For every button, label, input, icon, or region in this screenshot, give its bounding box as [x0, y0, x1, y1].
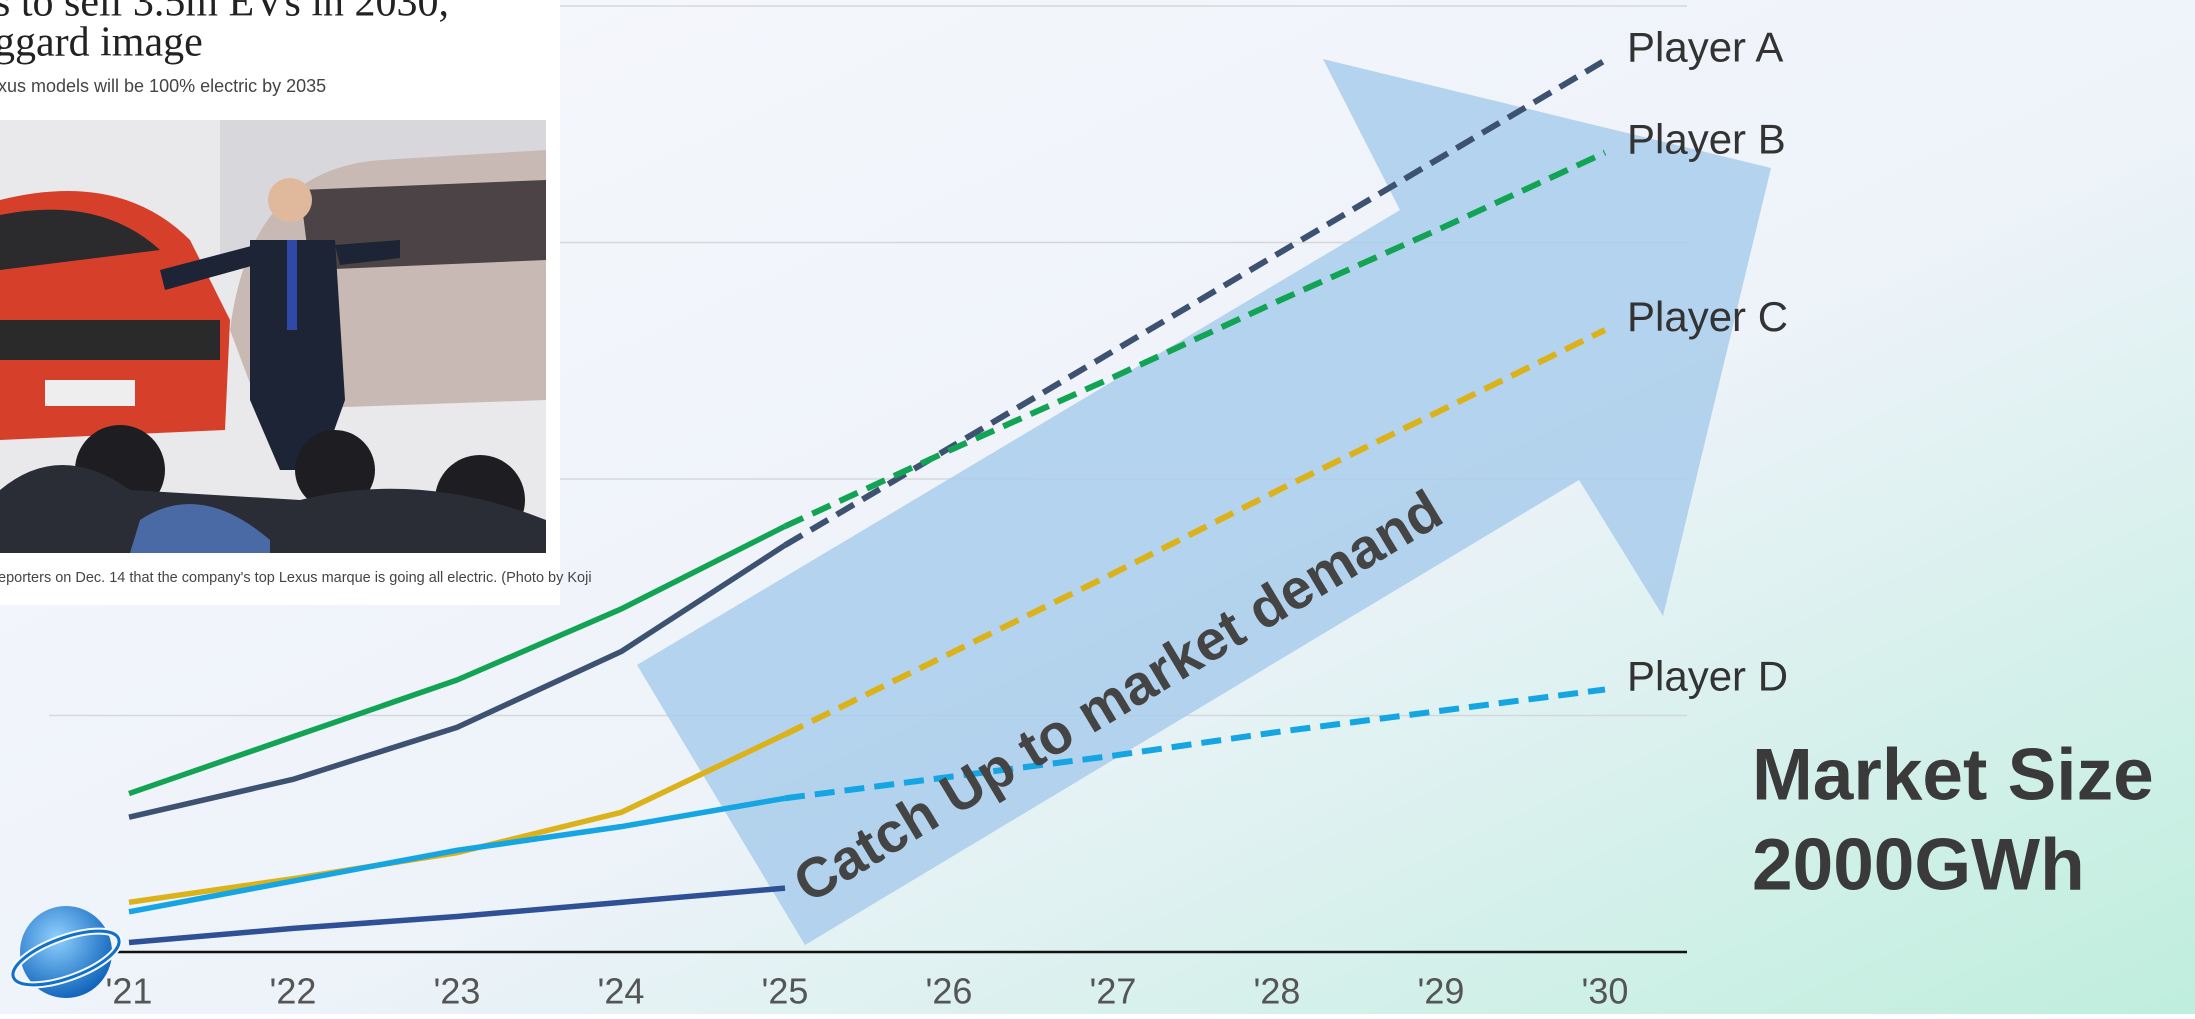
headline: s to sell 3.5m EVs in 2030,: [0, 0, 449, 26]
x-tick-label: '26: [926, 971, 973, 1012]
x-tick-label: '22: [270, 971, 317, 1012]
x-tick-label: '24: [598, 971, 645, 1012]
x-tick-label: '25: [762, 971, 809, 1012]
catch-up-arrow: [637, 59, 1771, 945]
x-tick-label: '27: [1090, 971, 1137, 1012]
x-tick-label: '23: [434, 971, 481, 1012]
projection-line: [784, 686, 1606, 802]
actual-line: [128, 795, 786, 915]
x-tick-label: '21: [106, 971, 153, 1012]
article: s to sell 3.5m EVs in 2030, ggard image …: [0, 0, 592, 605]
x-tick-label: '30: [1582, 971, 1629, 1012]
actual-line: [128, 523, 787, 797]
logo: [9, 906, 123, 998]
projection-line: [783, 327, 1607, 738]
caption: eporters on Dec. 14 that the company's t…: [0, 570, 592, 586]
callout: Market Size: [1752, 734, 2154, 815]
subheadline: xus models will be 100% electric by 2035: [0, 76, 326, 96]
series-label: Player C: [1627, 293, 1788, 340]
actual-line: [128, 542, 787, 820]
x-tick-label: '28: [1254, 971, 1301, 1012]
series-label: Player B: [1627, 116, 1786, 163]
actual-line: [128, 885, 786, 946]
headline: ggard image: [0, 20, 203, 66]
photo: [0, 120, 546, 553]
callout: 2000GWh: [1752, 824, 2085, 905]
x-tick-label: '29: [1418, 971, 1465, 1012]
series-label: Player A: [1627, 23, 1783, 70]
projection-line: [783, 149, 1607, 530]
series-label: Player D: [1627, 653, 1788, 700]
